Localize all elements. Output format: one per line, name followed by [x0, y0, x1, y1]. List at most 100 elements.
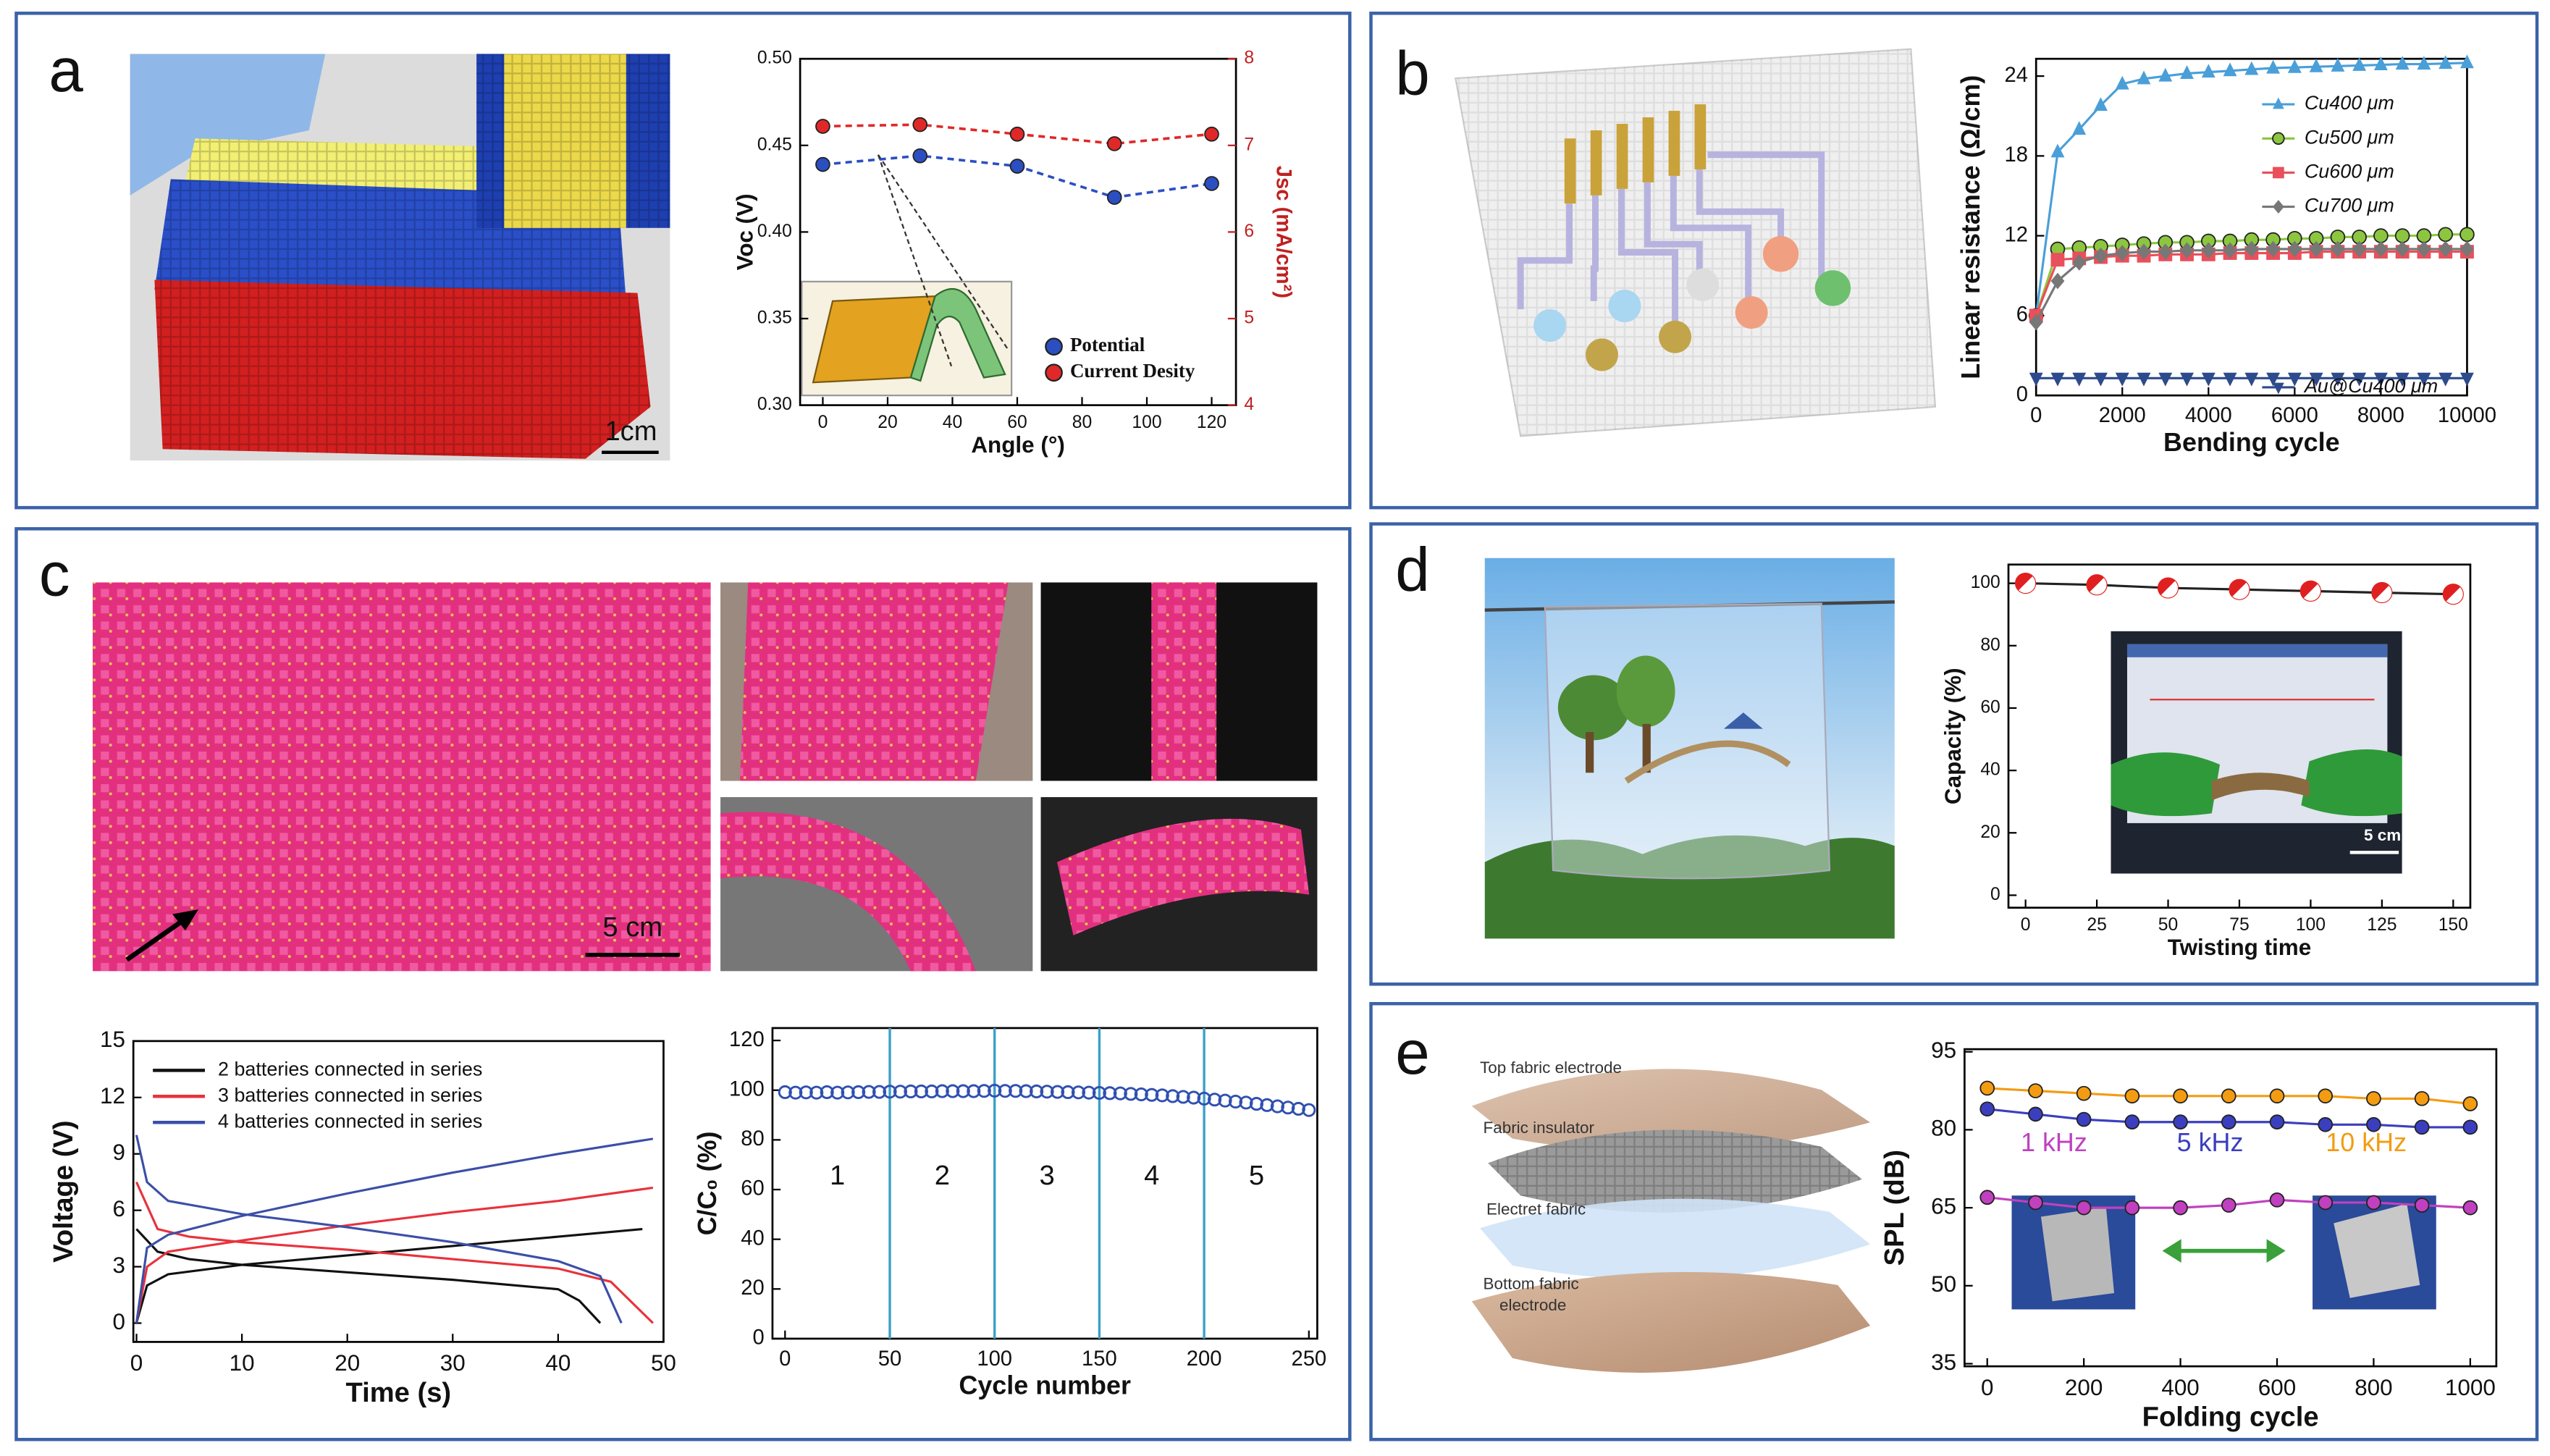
- y-tick-label: 0: [1990, 885, 2000, 904]
- x-tick-label: 8000: [2357, 404, 2404, 427]
- panel-letter: b: [1395, 40, 1429, 109]
- marker: [2244, 240, 2259, 258]
- x-axis-label: Folding cycle: [2142, 1402, 2319, 1433]
- marker: [2180, 372, 2194, 387]
- marker: [2221, 1114, 2236, 1129]
- marker: [1270, 1099, 1284, 1114]
- x-tick-label: 250: [1291, 1347, 1326, 1371]
- marker: [2416, 228, 2432, 243]
- marker: [2266, 372, 2281, 387]
- marker: [2352, 240, 2367, 258]
- y2-tick-label: 5: [1244, 308, 1254, 328]
- marker: [1009, 1084, 1023, 1098]
- marker: [2287, 59, 2302, 73]
- y-tick-label: 100: [1971, 573, 2000, 592]
- y-tick-label: 80: [741, 1127, 764, 1150]
- marker: [1071, 1085, 1086, 1100]
- marker-highlight: [2090, 578, 2107, 595]
- marker: [2459, 227, 2475, 243]
- scale-label: 5 cm: [2364, 826, 2401, 844]
- x-tick-label: 20: [334, 1350, 360, 1376]
- x-tick-label: 40: [943, 413, 962, 432]
- marker: [2137, 372, 2151, 387]
- marker: [2331, 372, 2345, 387]
- y2-axis-label: Jsc (mA/cm²): [1272, 166, 1295, 298]
- marker: [788, 1085, 803, 1100]
- marker: [2394, 228, 2410, 243]
- legend-label: 5 kHz: [2177, 1127, 2244, 1157]
- marker: [1302, 1103, 1316, 1117]
- marker: [1040, 1085, 1054, 1099]
- legend-label: 10 kHz: [2326, 1127, 2407, 1157]
- y2-tick-label: 7: [1244, 135, 1254, 154]
- series-line: [135, 1181, 654, 1324]
- photo-c: [93, 582, 1318, 972]
- x-tick-label: 4000: [2185, 404, 2232, 427]
- panel-borders: [14, 12, 2539, 1442]
- section-label: 5: [1249, 1160, 1264, 1191]
- x-tick-label: 40: [545, 1350, 571, 1376]
- plot-frame: [132, 1040, 665, 1343]
- marker: [2352, 372, 2367, 387]
- x-tick-label: 10000: [2438, 404, 2496, 427]
- marker: [2373, 56, 2388, 71]
- marker: [2273, 200, 2284, 214]
- marker: [1979, 1080, 1995, 1096]
- marker: [1260, 1098, 1274, 1112]
- marker: [2460, 54, 2474, 69]
- marker: [2460, 372, 2474, 387]
- marker: [2050, 143, 2065, 158]
- photo-a: [130, 54, 670, 461]
- marker: [2462, 1119, 2478, 1135]
- marker: [2050, 372, 2065, 387]
- x-axis-label: Twisting time: [2168, 935, 2312, 960]
- x-tick-label: 0: [130, 1350, 143, 1376]
- marker: [2462, 1096, 2478, 1111]
- marker: [2373, 372, 2388, 387]
- photo-b: [1454, 48, 1937, 437]
- y-tick-label: 95: [1931, 1038, 1956, 1063]
- marker: [830, 1085, 845, 1100]
- y-axis-label: SPL (dB): [1879, 1150, 1910, 1266]
- x-tick-label: 100: [977, 1347, 1012, 1371]
- marker: [988, 1083, 1002, 1098]
- y-tick-label: 18: [2005, 143, 2028, 167]
- marker: [841, 1085, 855, 1100]
- legend-label: Cu700 μm: [2305, 195, 2394, 216]
- marker: [2352, 57, 2367, 71]
- x-tick-label: 20: [878, 413, 897, 432]
- marker: [862, 1085, 876, 1099]
- x-tick-label: 200: [2065, 1375, 2103, 1400]
- marker: [1204, 176, 1219, 191]
- marker: [2050, 253, 2065, 267]
- marker: [1249, 1097, 1264, 1111]
- marker: [2366, 1116, 2381, 1132]
- marker: [2269, 1192, 2285, 1208]
- marker: [2072, 254, 2087, 271]
- marker: [1218, 1093, 1232, 1108]
- marker: [2439, 240, 2453, 258]
- section-label: 2: [935, 1160, 950, 1191]
- marker: [2266, 59, 2281, 74]
- marker: [1030, 1084, 1044, 1098]
- marker: [956, 1084, 970, 1098]
- marker: [2158, 67, 2173, 82]
- y-tick-label: 0.50: [757, 49, 792, 68]
- photo-e: [1471, 1069, 2436, 1373]
- scale-label: 1cm: [605, 416, 657, 447]
- marker: [1061, 1085, 1075, 1100]
- y-tick-label: 6: [2016, 303, 2028, 327]
- marker: [1187, 1090, 1201, 1105]
- legend-label: Cu500 μm: [2305, 126, 2394, 148]
- marker: [2273, 382, 2284, 395]
- layer-label: Fabric insulator: [1484, 1119, 1595, 1137]
- marker: [1113, 1086, 1127, 1101]
- marker: [2221, 1198, 2236, 1213]
- marker: [778, 1085, 792, 1100]
- marker: [1145, 1087, 1159, 1102]
- marker: [799, 1085, 813, 1100]
- marker: [2223, 372, 2237, 387]
- marker: [925, 1084, 939, 1098]
- marker: [1019, 1084, 1033, 1098]
- marker: [2221, 1088, 2236, 1104]
